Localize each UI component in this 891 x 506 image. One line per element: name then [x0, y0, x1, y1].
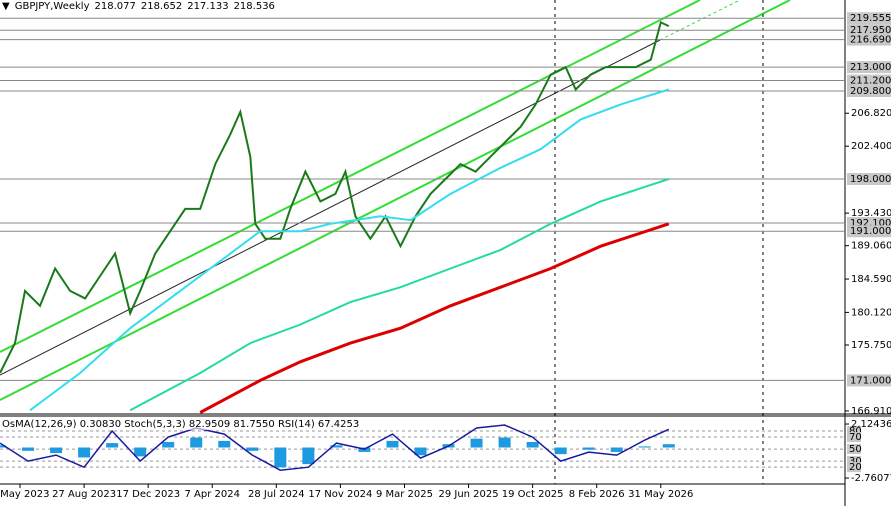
osma-bar — [22, 447, 35, 451]
trend-extension — [659, 0, 742, 41]
y2-tick-label: 20 — [849, 462, 862, 473]
x-tick-label: 31 May 2026 — [628, 489, 693, 500]
level-label-bg — [847, 24, 891, 37]
y-tick-label: 180.120 — [851, 307, 891, 318]
level-label: 171.000 — [850, 375, 891, 386]
y-tick-label: 206.820 — [851, 108, 891, 119]
price-line — [0, 20, 670, 374]
x-tick-label: 7 May 2023 — [0, 489, 49, 500]
y-tick-label: 2.12436 — [851, 419, 891, 430]
osma-bar — [190, 437, 203, 448]
x-tick-label: 27 Aug 2023 — [52, 489, 116, 500]
osma-bar — [470, 438, 483, 448]
x-tick-label: 29 Jun 2025 — [438, 489, 498, 500]
osma-bar — [246, 447, 259, 451]
osma-bar — [134, 447, 147, 457]
moving-average — [199, 222, 670, 414]
x-tick-label: 28 Jul 2024 — [248, 489, 305, 500]
level-label: 219.555 — [850, 13, 891, 24]
y2-tick-label: 30 — [849, 456, 862, 467]
x-tick-label: 7 Apr 2024 — [185, 489, 240, 500]
x-tick-label: 17 Nov 2024 — [308, 489, 372, 500]
level-label: 216.690 — [850, 35, 891, 46]
indicator-header: OsMA(12,26,9) 0.30830 Stoch(5,3,3) 82.95… — [2, 419, 360, 430]
low: 217.133 — [187, 1, 229, 12]
level-label-bg — [847, 462, 861, 473]
x-tick-label: 9 Mar 2025 — [376, 489, 433, 500]
osma-bar — [162, 441, 175, 448]
level-label-bg — [847, 225, 891, 238]
osma-bar — [274, 447, 287, 468]
osma-bar — [330, 445, 343, 448]
level-label-bg — [847, 173, 891, 186]
level-label-bg — [847, 33, 891, 46]
high: 218.652 — [140, 1, 183, 12]
y2-tick-label: 70 — [849, 432, 862, 443]
osma-bar — [610, 447, 623, 452]
x-tick-label: 8 Feb 2026 — [569, 489, 625, 500]
osma-bar — [554, 447, 567, 455]
level-label-bg — [847, 432, 861, 443]
y-tick-label: -2.76077 — [851, 473, 891, 484]
osma-bar — [498, 437, 511, 448]
stoch-line — [0, 424, 670, 471]
level-label-bg — [847, 444, 861, 455]
level-label-bg — [847, 85, 891, 98]
level-label-bg — [847, 426, 861, 437]
y-tick-label: 189.060 — [851, 241, 891, 252]
level-label: 198.000 — [850, 174, 891, 185]
osma-bar — [582, 447, 595, 450]
chart-header: ▼ GBPJPY,Weekly 218.077 218.652 217.133 … — [2, 1, 277, 12]
symbol: GBPJPY,Weekly — [14, 1, 90, 12]
osma-bar — [106, 443, 119, 448]
level-label: 192.100 — [850, 218, 891, 229]
level-label-bg — [847, 61, 891, 74]
osma-bar — [386, 440, 399, 448]
y2-tick-label: 50 — [849, 444, 862, 455]
level-label-bg — [847, 12, 891, 25]
osma-bar — [50, 447, 63, 454]
dropdown-icon[interactable]: ▼ — [2, 1, 10, 12]
osma-bar — [414, 447, 427, 456]
open: 218.077 — [94, 1, 136, 12]
level-label-bg — [847, 74, 891, 87]
trendline — [0, 39, 661, 376]
level-label: 217.950 — [850, 25, 891, 36]
level-label-bg — [847, 374, 891, 387]
osma-bar — [662, 444, 675, 448]
osma-bar — [302, 447, 315, 465]
level-label: 191.000 — [850, 226, 891, 237]
osma-bar — [0, 445, 6, 448]
y-tick-label: 202.400 — [851, 141, 891, 152]
channel-upper — [0, 0, 701, 353]
moving-average — [29, 88, 670, 412]
osma-bar — [638, 446, 651, 448]
level-label-bg — [847, 456, 861, 467]
y-tick-label: 184.590 — [851, 274, 891, 285]
y-tick-label: 193.430 — [851, 208, 891, 219]
y-tick-label: 175.750 — [851, 340, 891, 351]
osma-bar — [218, 440, 231, 448]
osma-bar — [78, 447, 91, 458]
x-tick-label: 17 Dec 2023 — [116, 489, 180, 500]
x-tick-label: 19 Oct 2025 — [502, 489, 564, 500]
y2-tick-label: 80 — [849, 426, 862, 437]
moving-average — [129, 178, 670, 412]
level-label: 213.000 — [850, 62, 891, 73]
osma-bar — [526, 441, 539, 448]
y-tick-label: 166.910 — [851, 406, 891, 417]
level-label: 211.200 — [850, 76, 891, 87]
level-label: 209.800 — [850, 86, 891, 97]
close: 218.536 — [233, 1, 275, 12]
